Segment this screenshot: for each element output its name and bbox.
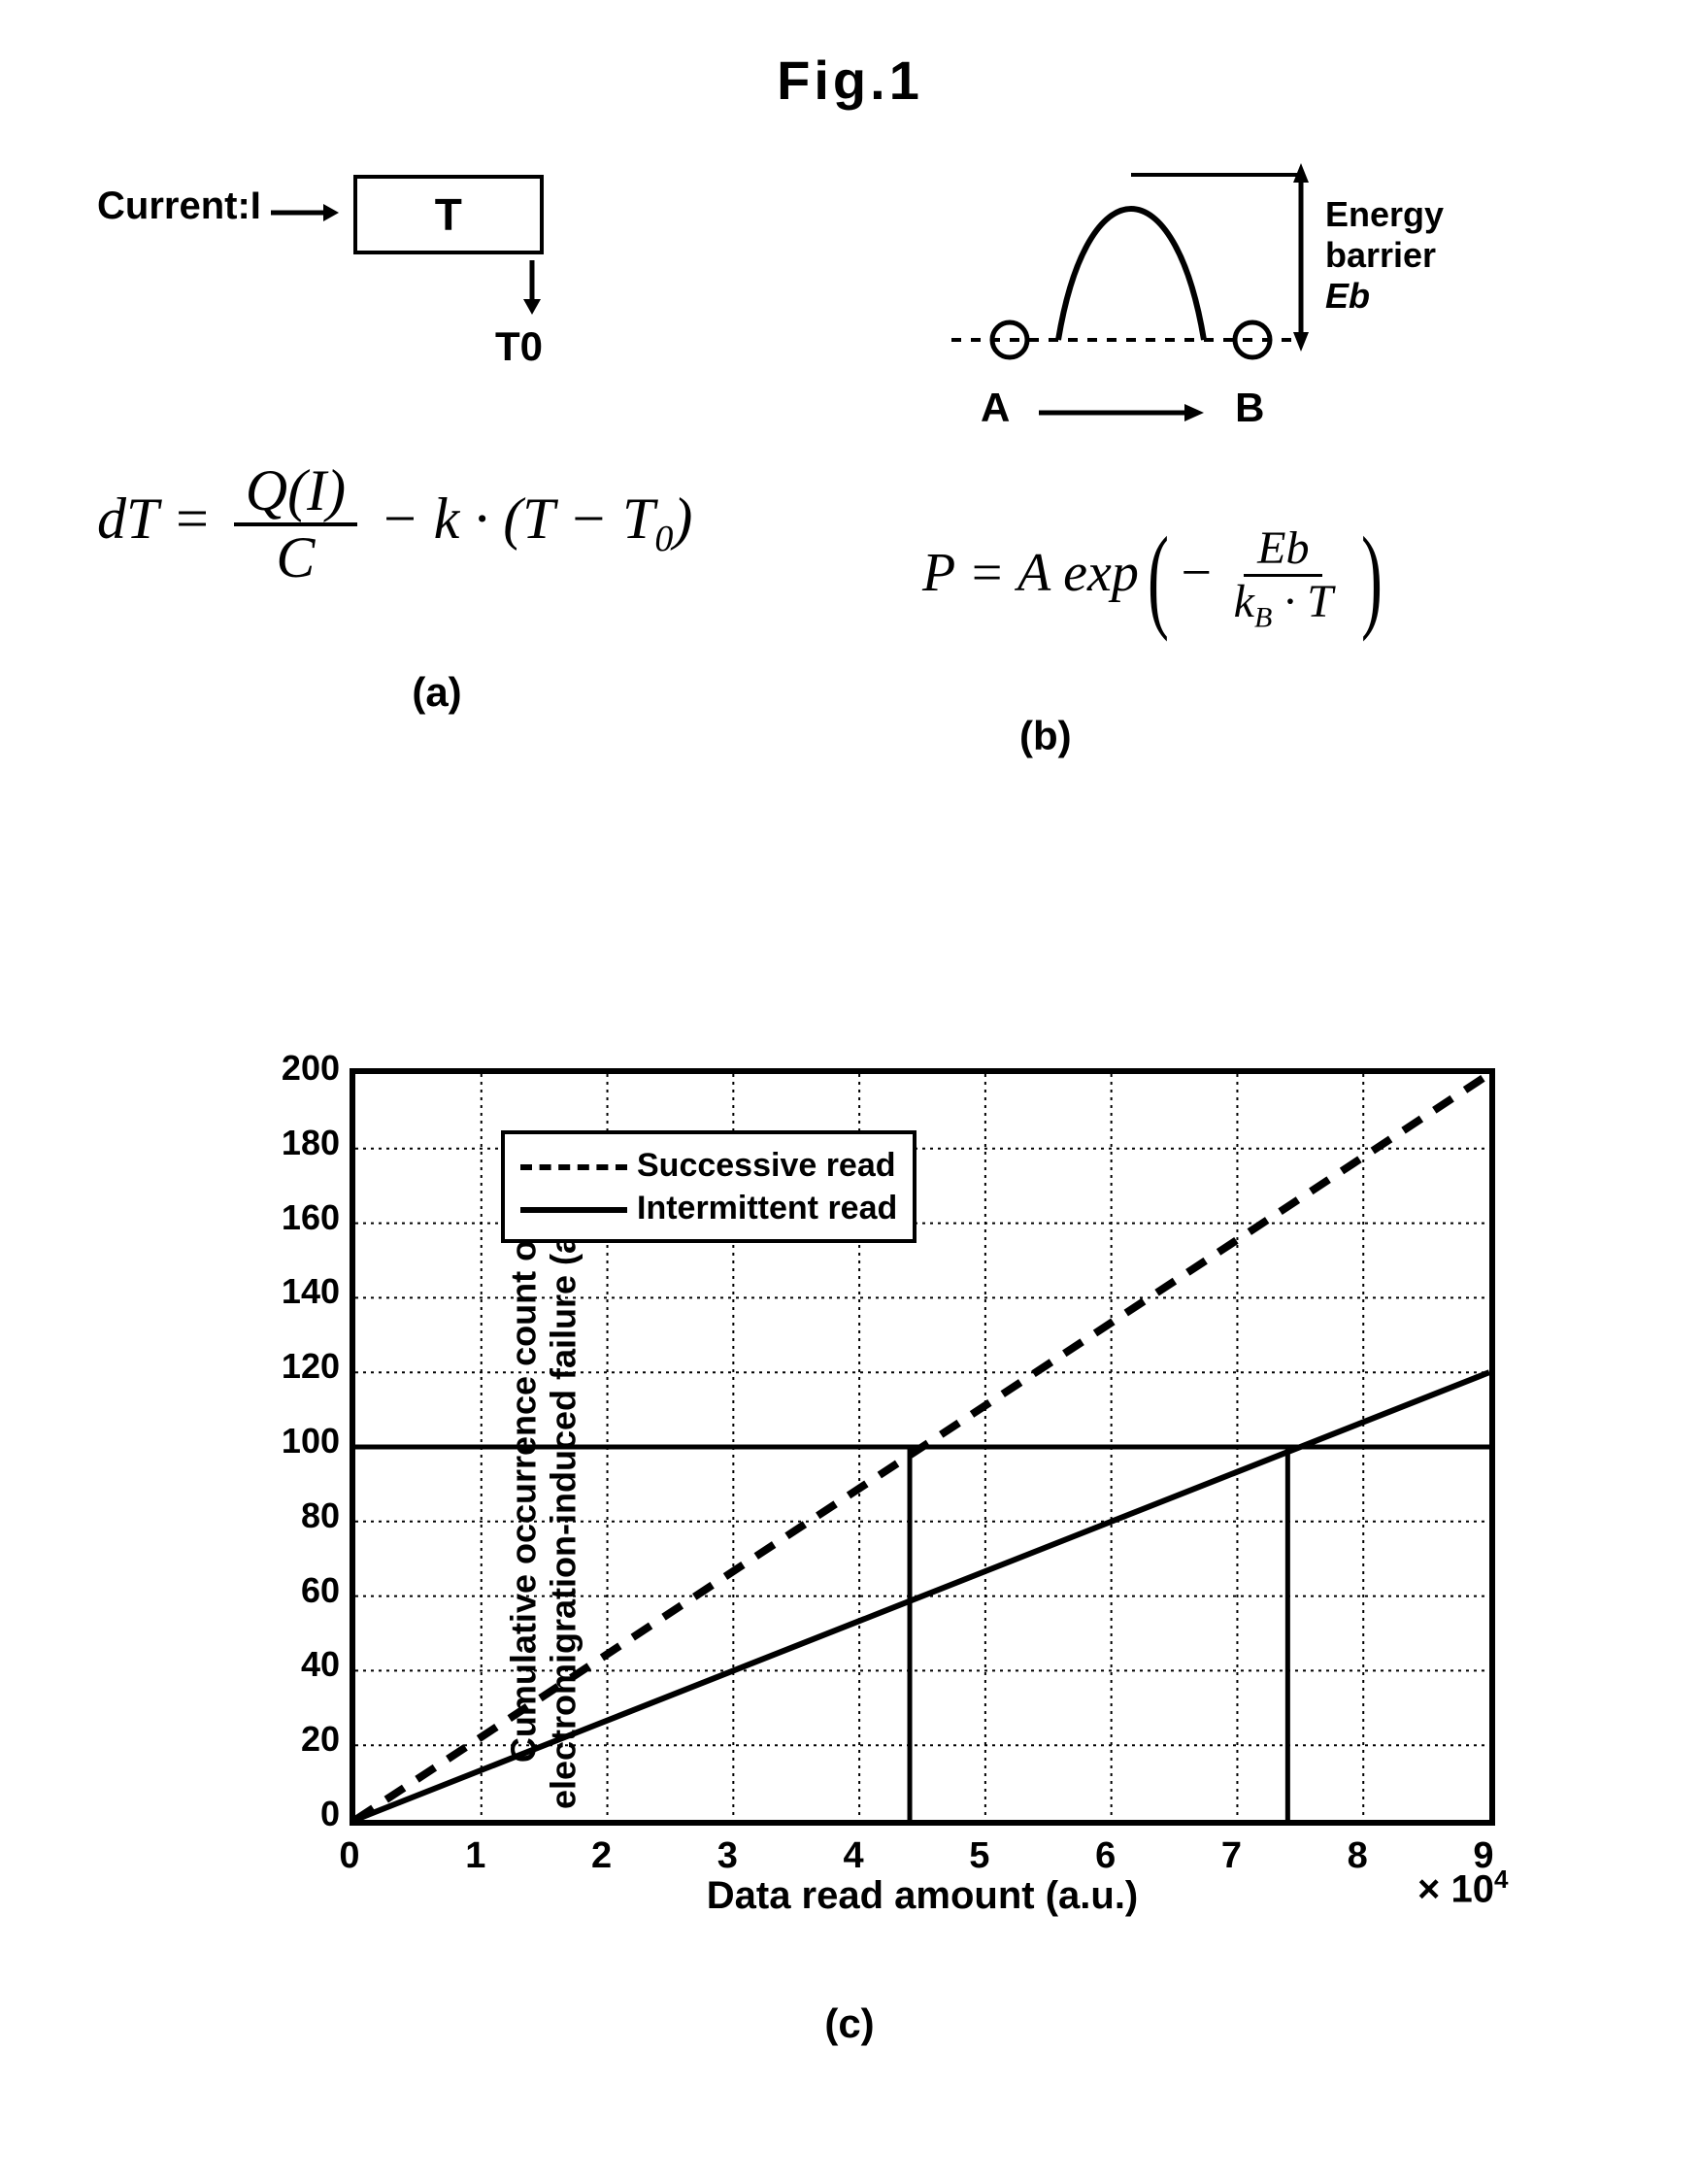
arrow-right-icon bbox=[271, 201, 339, 229]
state-a-label: A bbox=[981, 385, 1009, 430]
legend-item-successive: Successive read bbox=[520, 1144, 897, 1187]
x-tick-label: 0 bbox=[339, 1835, 359, 1877]
state-b-label: B bbox=[1235, 385, 1264, 430]
eq-a-lhs: dT bbox=[97, 487, 157, 551]
x-exp-value: 4 bbox=[1494, 1865, 1508, 1894]
lparen-icon: ( bbox=[1148, 531, 1169, 624]
eq-a-close: ) bbox=[673, 487, 692, 551]
equation-b: P = A exp(−EbkB · T) bbox=[922, 521, 1602, 635]
y-tick-label: 80 bbox=[301, 1495, 340, 1536]
eq-b-num: Eb bbox=[1244, 522, 1322, 577]
ab-transition-row: A B bbox=[981, 385, 1602, 434]
t0-label: T0 bbox=[495, 323, 777, 370]
equation-a: dT = Q(I)C − k · (T − T0) bbox=[97, 457, 777, 591]
x-tick-label: 2 bbox=[591, 1835, 612, 1877]
y-tick-label: 20 bbox=[301, 1719, 340, 1760]
rparen-icon: ) bbox=[1361, 531, 1383, 624]
y-tick-label: 180 bbox=[282, 1123, 340, 1163]
eb-prefix: Energy barrier bbox=[1325, 194, 1444, 275]
y-tick-label: 160 bbox=[282, 1197, 340, 1238]
y-tick-label: 200 bbox=[282, 1048, 340, 1089]
chart-container: Cumulative occurrence count of electromi… bbox=[136, 1068, 1563, 1923]
x-tick-label: 8 bbox=[1348, 1835, 1368, 1877]
t-box: T bbox=[353, 175, 544, 254]
barrier-diagram: Energy barrier Eb bbox=[942, 155, 1447, 379]
figure-title: Fig.1 bbox=[0, 49, 1700, 112]
x-exp-prefix: × 10 bbox=[1417, 1867, 1494, 1910]
x-tick-label: 6 bbox=[1095, 1835, 1116, 1877]
legend-label-0: Successive read bbox=[637, 1147, 896, 1184]
y-tick-label: 120 bbox=[282, 1346, 340, 1387]
eq-b-fraction: EbkB · T bbox=[1220, 521, 1347, 635]
x-tick-label: 4 bbox=[844, 1835, 864, 1877]
eq-a-rest: − k · (T − T bbox=[365, 487, 654, 551]
legend-label-1: Intermittent read bbox=[637, 1190, 897, 1226]
y-tick-label: 0 bbox=[320, 1794, 340, 1834]
x-tick-label: 3 bbox=[717, 1835, 738, 1877]
eq-a-den: C bbox=[264, 525, 326, 589]
y-tick-labels: 020406080100120140160180200 bbox=[262, 1068, 340, 1826]
chart-plot-area: Successive read Intermittent read bbox=[350, 1068, 1495, 1826]
chart-x-exponent: × 104 bbox=[1417, 1865, 1508, 1911]
x-tick-label: 1 bbox=[465, 1835, 485, 1877]
current-label: Current:I bbox=[97, 185, 261, 227]
panel-a: Current:I T T0 dT = Q(I)C − k · (T − T0)… bbox=[97, 175, 777, 716]
eq-a-sub0: 0 bbox=[654, 519, 673, 559]
chart-xlabel: Data read amount (a.u.) bbox=[350, 1874, 1495, 1918]
eq-a-fraction: Q(I)C bbox=[234, 457, 357, 591]
eq-b-den: kB · T bbox=[1220, 576, 1347, 627]
panel-c: Cumulative occurrence count of electromi… bbox=[136, 1068, 1563, 2047]
panel-b-tag: (b) bbox=[1019, 713, 1602, 759]
panel-a-tag: (a) bbox=[97, 669, 777, 716]
eq-b-aexp: = A exp bbox=[954, 543, 1139, 603]
legend-item-intermittent: Intermittent read bbox=[520, 1187, 897, 1229]
legend-dash-icon bbox=[520, 1164, 627, 1170]
y-tick-label: 100 bbox=[282, 1421, 340, 1462]
x-tick-label: 7 bbox=[1221, 1835, 1242, 1877]
panel-b: Energy barrier Eb A B P = A exp(−EbkB · … bbox=[922, 155, 1602, 759]
energy-barrier-label: Energy barrier Eb bbox=[1325, 194, 1447, 317]
eq-b-lhs: P bbox=[922, 543, 954, 603]
eb-symbol: Eb bbox=[1325, 276, 1370, 316]
eq-a-eq: = bbox=[157, 487, 226, 551]
legend-solid-icon bbox=[520, 1207, 627, 1213]
y-tick-label: 140 bbox=[282, 1271, 340, 1312]
x-tick-label: 5 bbox=[969, 1835, 989, 1877]
y-tick-label: 60 bbox=[301, 1570, 340, 1611]
panel-a-schematic: Current:I T bbox=[97, 175, 777, 254]
arrow-right-icon bbox=[1039, 387, 1204, 434]
eq-a-num: Q(I) bbox=[234, 458, 357, 526]
panel-c-tag: (c) bbox=[136, 2000, 1563, 2047]
eq-b-neg: − bbox=[1178, 543, 1215, 603]
chart-legend: Successive read Intermittent read bbox=[501, 1130, 917, 1243]
arrow-down-icon bbox=[513, 260, 551, 319]
y-tick-label: 40 bbox=[301, 1644, 340, 1685]
